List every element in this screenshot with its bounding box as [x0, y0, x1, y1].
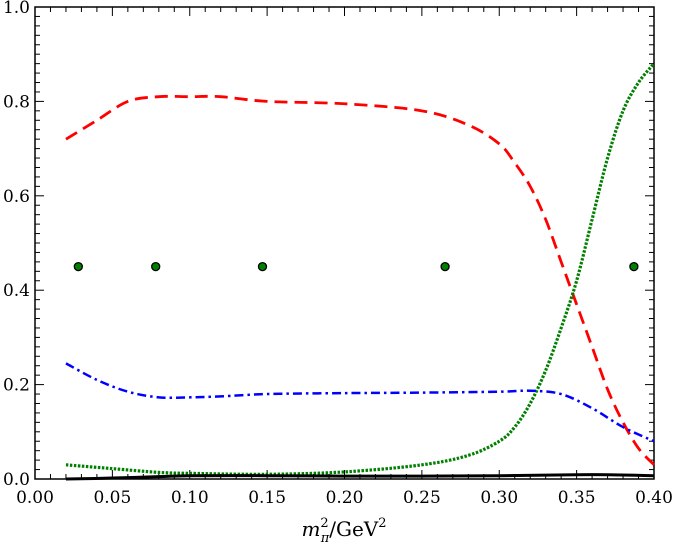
x-tick-label: 0.30	[480, 488, 518, 508]
points-layer	[73, 261, 639, 272]
data-point	[151, 261, 161, 272]
x-axis-title-sub: π	[320, 531, 330, 545]
data-point	[440, 261, 450, 272]
x-tick-label: 0.15	[248, 488, 286, 508]
series-layer	[65, 62, 656, 481]
y-tick-label: 0.2	[3, 376, 30, 396]
x-tick-label: 0.05	[93, 488, 131, 508]
x-axis-title: m2 π/GeV2	[301, 516, 386, 545]
x-axis-title-base: m	[301, 517, 320, 541]
y-tick-label: 1.0	[3, 0, 30, 18]
x-axis-title-sup: 2	[320, 516, 328, 531]
plot-frame	[34, 6, 655, 480]
series-line-dashdot	[65, 362, 655, 443]
x-tick-label: 0.20	[326, 488, 364, 508]
x-tick-label: 0.25	[403, 488, 441, 508]
y-tick-label: 0.0	[3, 470, 30, 490]
x-axis-title-rest-sup: 2	[378, 516, 386, 531]
y-tick-label: 0.4	[3, 281, 30, 301]
data-point	[629, 261, 639, 272]
x-tick-label: 0.10	[171, 488, 209, 508]
series-line-dashed	[65, 94, 656, 466]
x-axis-title-rest: /GeV	[329, 517, 379, 541]
y-tick-label: 0.8	[3, 92, 30, 112]
tick-labels: 0.00 0.05 0.10 0.15 0.20 0.25 0.30 0.35 0.40 0.0 0…	[3, 0, 673, 508]
y-tick-label: 0.6	[3, 187, 30, 207]
x-tick-label: 0.35	[558, 488, 596, 508]
data-point	[73, 261, 83, 272]
series-line-dotted	[65, 62, 656, 476]
x-tick-label: 0.00	[16, 488, 54, 508]
series-line-solid	[65, 473, 655, 481]
axis-ticks	[34, 6, 655, 480]
data-point	[257, 261, 268, 272]
x-tick-label: 0.40	[635, 488, 673, 508]
